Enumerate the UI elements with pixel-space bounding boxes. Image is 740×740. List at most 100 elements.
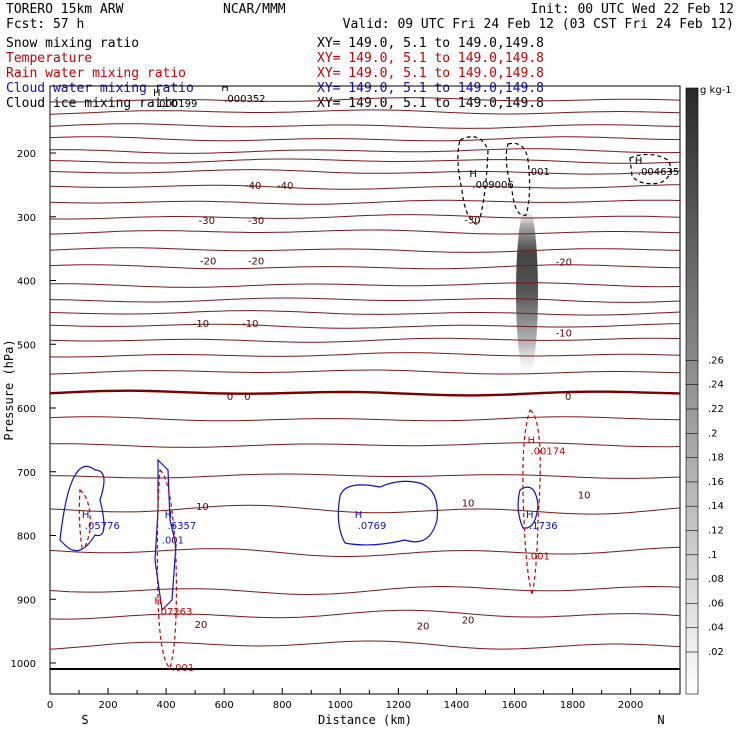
maximum-marker: H <box>154 596 162 607</box>
temperature-contour <box>50 158 680 164</box>
y-tick-label: 300 <box>17 213 36 224</box>
maximum-marker: H <box>635 156 643 167</box>
maximum-marker: H <box>221 83 229 94</box>
x-axis-title: Distance (km) <box>318 713 412 727</box>
cloud-ice-contour <box>505 142 531 216</box>
temperature-label: -30 <box>199 216 215 227</box>
maximum-marker: H <box>82 510 90 521</box>
colorbar-tick-label: .1 <box>708 550 718 561</box>
temperature-contour <box>50 504 680 515</box>
temperature-contour <box>50 473 680 479</box>
cloud-water-contour <box>517 486 539 529</box>
colorbar-tick-label: .02 <box>708 647 724 658</box>
maximum-marker: H <box>153 88 161 99</box>
colorbar-tick-label: .2 <box>708 428 718 439</box>
colorbar-tick-label: .16 <box>708 477 724 488</box>
temperature-contour <box>50 323 680 329</box>
x-tick-label: 1200 <box>386 700 411 711</box>
maximum-marker: H <box>355 510 363 521</box>
temperature-contours <box>50 97 680 650</box>
temperature-contour <box>50 609 680 620</box>
colorbar-tick-label: .08 <box>708 574 724 585</box>
temperature-label: 20 <box>417 622 430 633</box>
temperature-label: -20 <box>556 258 572 269</box>
plot-frame <box>49 85 681 695</box>
temperature-contour <box>50 369 680 375</box>
y-tick-label: 600 <box>17 404 36 415</box>
cloud-ice-contour <box>629 153 672 185</box>
temperature-contour <box>50 148 680 154</box>
legend-xy: XY= 149.0, 5.1 to 149.0,149.8 <box>317 36 544 51</box>
temperature-label: -20 <box>248 256 264 267</box>
colorbar-tick-label: .22 <box>708 404 724 415</box>
maximum-value-label: .6357 <box>168 521 197 532</box>
maximum-value-label: .000199 <box>156 99 197 110</box>
legend: Snow mixing ratio XY= 149.0, 5.1 to 149.0… <box>6 36 544 111</box>
temperature-contour <box>50 352 680 358</box>
legend-xy: XY= 149.0, 5.1 to 149.0,149.8 <box>317 81 544 96</box>
x-tick-label: 1400 <box>444 700 469 711</box>
temperature-label: -10 <box>193 319 209 330</box>
y-tick-label: 900 <box>17 595 36 606</box>
snow-shading <box>516 204 538 380</box>
temperature-contour <box>50 416 680 422</box>
x-tick-label: 0 <box>47 700 53 711</box>
legend-xy: XY= 149.0, 5.1 to 149.0,149.8 <box>317 66 544 81</box>
temperature-contour <box>50 640 680 650</box>
temperature-label: 20 <box>195 620 208 631</box>
x-axis: 0 200 400 600 800 1000 1200 1400 1600 1800 2000 <box>47 688 661 711</box>
maximum-marker: H <box>526 510 534 521</box>
legend-entry: Snow mixing ratio <box>6 36 139 51</box>
colorbar-unit: g kg-1 <box>700 85 732 96</box>
forecast-hour: Fcst: 57 h <box>6 17 84 32</box>
maximum-value-label: .001 <box>528 167 550 178</box>
temperature-contour <box>50 199 680 205</box>
maximum-value-label: .1736 <box>529 521 558 532</box>
maximum-marker: H <box>165 510 173 521</box>
x-tick-label: 2000 <box>618 700 643 711</box>
maximum-value-label: .07263 <box>157 607 192 618</box>
colorbar-bar <box>685 87 699 695</box>
colorbar-tick-label: .18 <box>708 453 724 464</box>
maximum-marker: H <box>469 169 477 180</box>
temperature-contour <box>50 546 680 557</box>
temperature-contour <box>50 264 680 270</box>
init-time: Init: 00 UTC Wed 22 Feb 12 <box>531 2 735 17</box>
cloud-water-contour <box>59 465 105 552</box>
temperature-contour <box>50 247 680 253</box>
temperature-label: -40 <box>245 181 261 192</box>
model-title: TORERO 15km ARW <box>6 2 124 17</box>
legend-entry: Rain water mixing ratio <box>6 66 186 81</box>
temperature-contour <box>50 337 680 343</box>
maximum-value-label: .009006 <box>472 180 513 191</box>
temperature-contour <box>50 282 680 288</box>
valid-time: Valid: 09 UTC Fri 24 Feb 12 (03 CST Fri … <box>343 17 734 32</box>
cloud-water-contour <box>337 480 438 546</box>
rain-water-contour <box>78 488 91 549</box>
y-axis: 200 300 400 500 600 700 800 900 1000 <box>11 149 56 670</box>
temperature-label: -40 <box>277 181 293 192</box>
colorbar-tick-label: .14 <box>708 501 724 512</box>
temperature-label: -10 <box>556 328 572 339</box>
colorbar-tick-label: .04 <box>708 623 724 634</box>
cloud-ice-contour <box>457 136 489 226</box>
colorbar-tick-label: .26 <box>708 355 724 366</box>
temperature-contour <box>50 184 680 190</box>
legend-entry: Cloud water mixing ratio <box>6 81 194 96</box>
colorbar: g kg-1 .02 .04 .06 .08 .1 .12 .14 .16 .18 .2 .22 .2… <box>685 85 732 695</box>
legend-entry: Temperature <box>6 51 92 66</box>
x-tick-label: 600 <box>215 700 234 711</box>
temperature-contour <box>50 229 680 235</box>
temperature-label: 10 <box>196 502 209 513</box>
temperature-label: -30 <box>464 216 480 227</box>
colorbar-tick-label: .06 <box>708 598 724 609</box>
y-tick-label: 200 <box>17 149 36 160</box>
temperature-contour <box>50 442 680 448</box>
y-axis-title: Pressure (hPa) <box>2 339 16 440</box>
legend-xy: XY= 149.0, 5.1 to 149.0,149.8 <box>317 51 544 66</box>
x-tick-label: 1800 <box>560 700 585 711</box>
temperature-label: 10 <box>462 499 475 510</box>
hydrometeor-contours <box>59 136 672 670</box>
y-tick-label: 800 <box>17 532 36 543</box>
maximum-marker: H <box>527 435 535 446</box>
